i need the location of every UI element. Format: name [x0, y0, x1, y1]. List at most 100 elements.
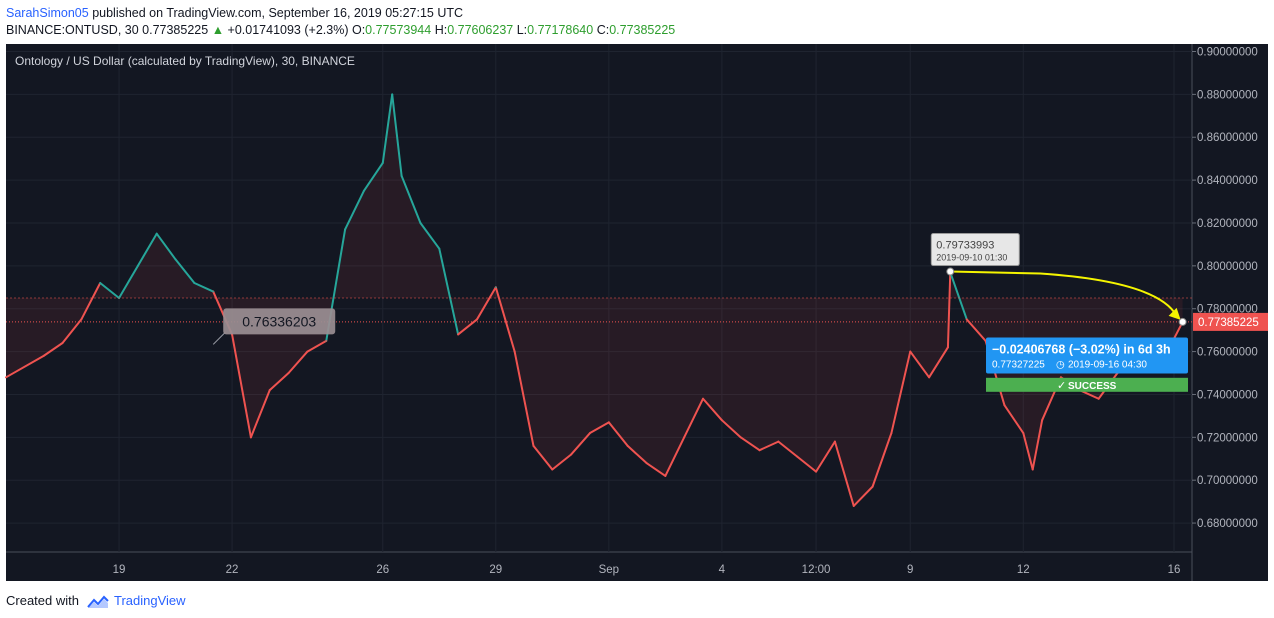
price-segment [419, 221, 441, 250]
time-tick-label: 12:00 [802, 564, 831, 576]
price-point [476, 318, 478, 321]
time-tick-label: 16 [1168, 564, 1181, 576]
measure-end-price: 0.77327225 [992, 359, 1045, 370]
price-segment [965, 318, 987, 342]
price-tick-label: 0.90000000 [1197, 47, 1258, 59]
change-value: +0.01741093 (+2.3%) [227, 23, 349, 37]
price-axis[interactable]: 0.90000000 0.88000000 0.86000000 0.84000000… [1192, 47, 1268, 531]
measure-arrow-line [950, 270, 1178, 317]
price-point [363, 190, 365, 192]
time-tick-label: 4 [719, 564, 726, 576]
price-segment [589, 421, 610, 435]
price-point [626, 445, 629, 447]
price-point [250, 436, 252, 439]
price-segment [1031, 419, 1044, 471]
price-point [287, 372, 290, 374]
price-point [344, 228, 346, 231]
high-value: 0.77606237 [447, 23, 514, 37]
success-label: SUCCESS [1068, 381, 1117, 392]
price-point [419, 222, 422, 224]
price-segment [833, 440, 855, 507]
high-label: H: [434, 23, 448, 37]
price-segment [287, 350, 309, 375]
price-segment [438, 247, 460, 336]
price-segment [513, 350, 535, 447]
price-point [1097, 397, 1100, 400]
price-point [645, 462, 648, 464]
measure-start-dot [946, 267, 955, 276]
price-tick-label: 0.78000000 [1197, 304, 1258, 316]
price-segment [136, 232, 158, 267]
price-segment [949, 271, 968, 321]
price-segment [457, 318, 478, 336]
price-segment [796, 455, 818, 473]
price-point [551, 468, 554, 471]
price-segment [249, 389, 271, 439]
price-point [174, 258, 177, 261]
time-tick-label: 29 [489, 564, 502, 576]
current-price-tag [1193, 312, 1268, 331]
price-point [268, 389, 271, 391]
price-segment [306, 339, 328, 353]
measure-end-dot [1178, 317, 1187, 326]
price-tick-label: 0.70000000 [1197, 475, 1258, 487]
close-label: C: [596, 23, 610, 37]
time-axis[interactable]: 19 22 26 29 Sep 4 12:00 9 12 16 [113, 564, 1181, 576]
price-segment [155, 232, 177, 261]
symbol-header: BINANCE:ONTUSD, 30 0.77385225 ▲ +0.01741… [6, 23, 675, 37]
price-point [928, 376, 930, 379]
time-tick-label: 9 [907, 564, 913, 576]
footer: Created with TradingView [6, 593, 186, 609]
price-segment [890, 350, 912, 435]
price-point [532, 445, 535, 447]
price-segment [570, 432, 591, 456]
price-tick-label: 0.82000000 [1197, 218, 1258, 230]
price-point [834, 440, 836, 443]
publish-header: SarahSimon05 published on TradingView.co… [6, 6, 463, 20]
created-with-label: Created with [6, 593, 79, 608]
time-tick-label: 12 [1017, 564, 1030, 576]
low-label: L: [516, 23, 528, 37]
price-tick-label: 0.72000000 [1197, 432, 1258, 444]
price-point [1060, 376, 1062, 379]
price-point [947, 346, 949, 349]
change-up-arrow-icon: ▲ [211, 23, 225, 37]
price-point [702, 397, 704, 400]
price-point [570, 453, 572, 456]
chart-title: Ontology / US Dollar (calculated by Trad… [15, 54, 355, 68]
price-segment [80, 281, 102, 321]
high-callout-time: 2019-09-10 01:30 [936, 253, 1007, 263]
price-point [42, 355, 45, 357]
low-callout-price: 0.76336203 [242, 313, 316, 329]
tradingview-link[interactable]: TradingView [114, 593, 186, 608]
price-segment [739, 436, 761, 452]
price-point [1031, 468, 1034, 471]
price-segment [61, 318, 83, 345]
high-callout-box [930, 233, 1020, 267]
price-point [1022, 432, 1025, 434]
price-tick-label: 0.68000000 [1197, 518, 1258, 530]
time-tick-label: 26 [376, 564, 389, 576]
price-point [513, 350, 516, 353]
price-segment [118, 264, 139, 299]
success-check-icon: ✓ [1057, 380, 1066, 392]
low-callout-pointer [212, 332, 226, 345]
price-point [890, 432, 893, 434]
price-point [99, 282, 101, 284]
price-segment [815, 440, 836, 473]
price-tick-label: 0.86000000 [1197, 132, 1258, 144]
price-point [852, 505, 855, 507]
author-link[interactable]: SarahSimon05 [6, 6, 89, 20]
time-tick-label: 19 [113, 564, 126, 576]
measure-change: −0.02406768 (−3.02%) in 6d 3h [992, 342, 1171, 356]
price-segment [344, 189, 365, 231]
price-point [400, 175, 403, 177]
price-point [796, 455, 799, 458]
price-point [608, 421, 610, 424]
price-segment [683, 397, 705, 439]
price-segment [758, 440, 780, 452]
price-segment [777, 440, 799, 458]
price-segment [871, 432, 893, 488]
chart-background [6, 44, 1192, 581]
